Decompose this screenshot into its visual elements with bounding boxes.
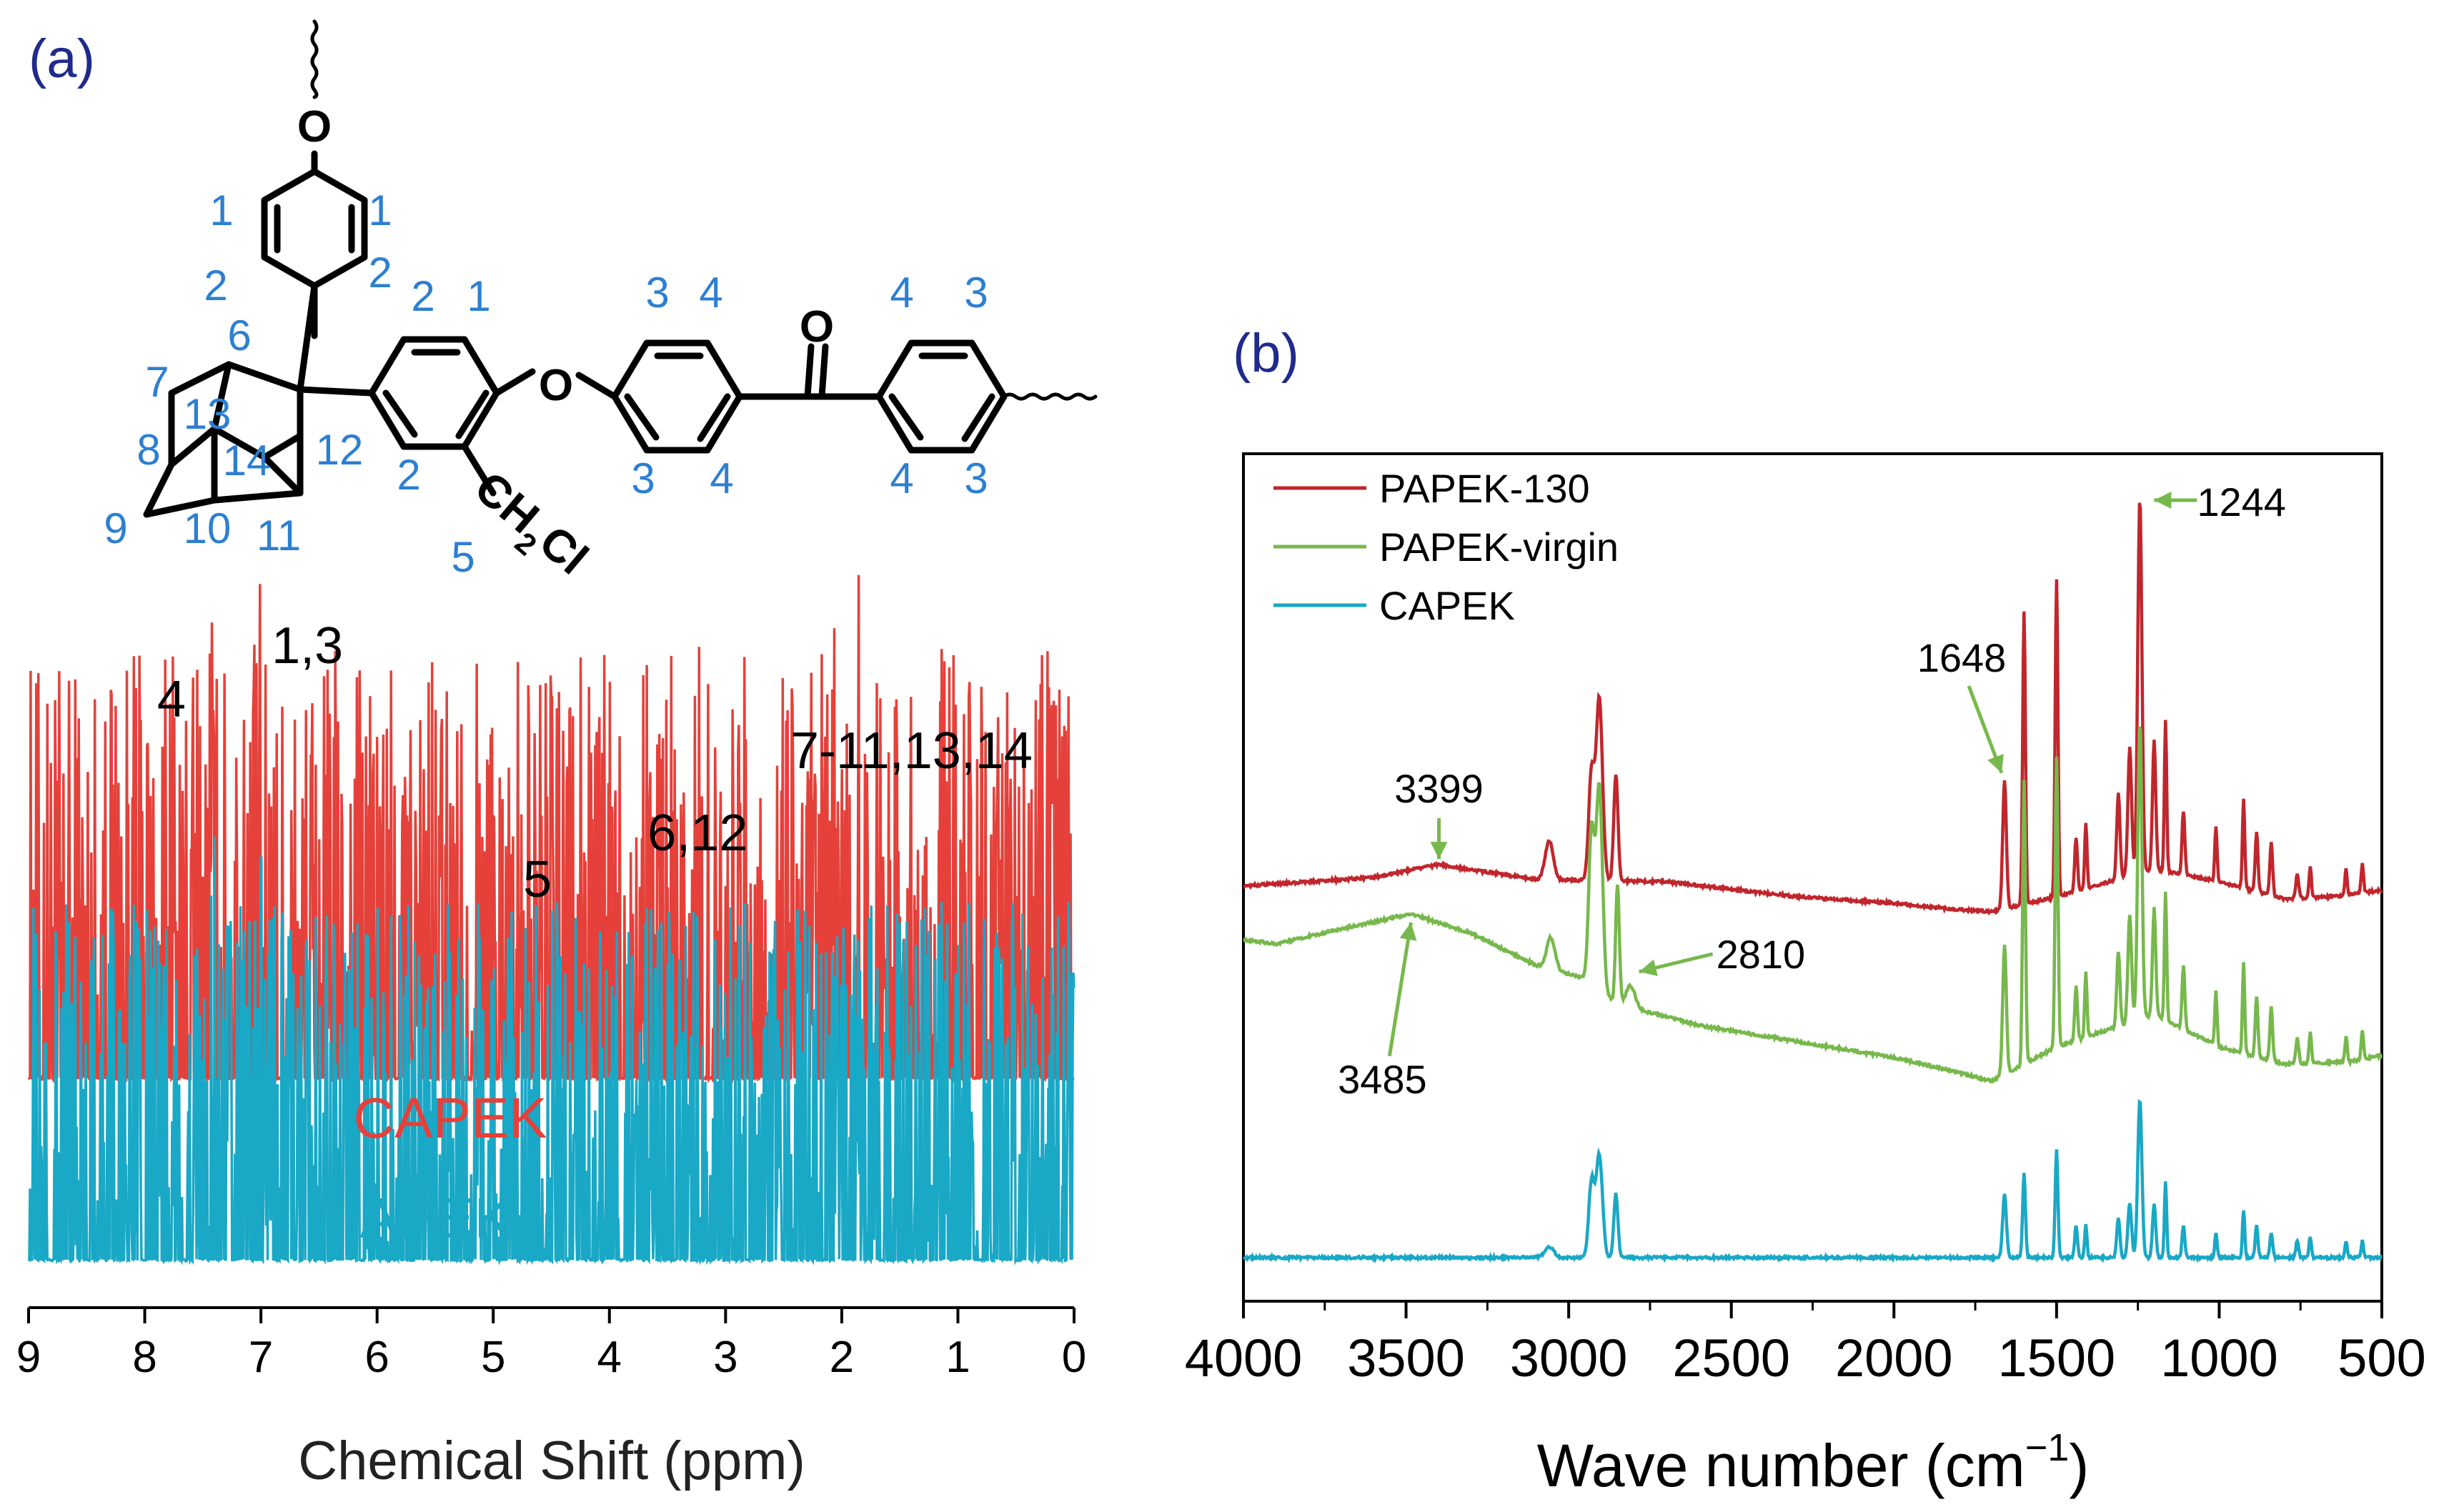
position-label: 11 xyxy=(257,512,301,559)
nmr-x-tick-label: 5 xyxy=(481,1333,505,1382)
ftir-x-tick-label: 3000 xyxy=(1510,1328,1628,1388)
position-label: 10 xyxy=(184,504,232,552)
position-label: 4 xyxy=(710,454,733,502)
panel-a-label: (a) xyxy=(29,29,95,89)
nmr-x-tick-label: 4 xyxy=(597,1333,622,1382)
structure-position-labels: 1 1 2 2 2 1 3 4 4 3 3 4 4 3 2 5 6 7 8 13… xyxy=(104,186,988,581)
ftir-chart: 4000 3500 3000 2500 2000 1500 1000 500 3399 1648… xyxy=(1185,452,2426,1499)
position-label: 12 xyxy=(316,426,364,474)
nmr-x-tick-label: 8 xyxy=(132,1333,157,1382)
ftir-peak-annotation: 1648 xyxy=(1917,635,2007,680)
position-label: 5 xyxy=(451,533,475,581)
nmr-peak-annotation: 7-11,13,14 xyxy=(790,722,1033,780)
nmr-series-label-apek: APEK xyxy=(359,1186,512,1250)
ftir-legend-label: PAPEK-130 xyxy=(1379,466,1590,511)
position-label: 13 xyxy=(184,390,232,438)
ftir-plot-frame xyxy=(1242,452,2383,1303)
position-label: 2 xyxy=(368,249,392,297)
ftir-x-tick-label: 1500 xyxy=(1998,1328,2116,1388)
nmr-x-tick-label: 3 xyxy=(713,1333,737,1382)
oxygen-bridge-label: O xyxy=(539,361,573,410)
nmr-series-apek xyxy=(27,836,1076,1266)
nmr-x-tick-label: 0 xyxy=(1062,1333,1086,1382)
ftir-series-papek-130 xyxy=(1243,502,2383,916)
nmr-series xyxy=(27,575,1076,1266)
position-label: 3 xyxy=(631,454,655,502)
ftir-annotation-arrow xyxy=(1387,922,1413,1057)
position-label: 4 xyxy=(699,269,722,317)
ftir-x-tick-label: 3500 xyxy=(1347,1328,1465,1388)
position-label: 3 xyxy=(964,454,988,502)
ftir-annotation-arrowhead xyxy=(2154,492,2172,509)
ftir-ticks: 4000 3500 3000 2500 2000 1500 1000 500 xyxy=(1185,1301,2426,1388)
carbonyl-oxygen-label: O xyxy=(800,302,834,352)
ch2cl-part-3: Cl xyxy=(530,515,597,584)
position-label: 9 xyxy=(104,504,127,552)
ftir-x-tick-label: 1000 xyxy=(2160,1328,2278,1388)
structure-atom-labels: O O O CH 2 Cl xyxy=(297,102,834,585)
ch2cl-label: CH 2 Cl xyxy=(465,462,598,585)
ftir-x-axis-title: Wave number (cm−1) xyxy=(1537,1426,2090,1499)
position-label: 6 xyxy=(227,312,251,359)
position-label: 7 xyxy=(145,358,169,406)
position-label: 3 xyxy=(645,269,669,317)
nmr-x-tick-label: 9 xyxy=(16,1333,41,1382)
position-label: 3 xyxy=(964,269,988,317)
ftir-annotation-arrowhead xyxy=(1987,754,2004,773)
ftir-peak-annotation: 2810 xyxy=(1717,932,1806,977)
nmr-chart: 9 8 7 6 5 4 3 2 1 0 4 1,3 5 6,12 7-11,13,14 Chemical … xyxy=(16,575,1086,1491)
nmr-peak-annotation: 5 xyxy=(523,851,552,908)
nmr-series-label-capek: CAPEK xyxy=(353,1086,547,1150)
ftir-x-tick-label: 500 xyxy=(2338,1328,2425,1388)
nmr-x-tick-label: 7 xyxy=(249,1333,273,1382)
position-label: 4 xyxy=(890,269,913,317)
ftir-xlabel-close: ) xyxy=(2069,1432,2089,1499)
panel-b-label: (b) xyxy=(1233,323,1299,384)
nmr-peak-annotation: 4 xyxy=(157,671,186,728)
chemical-structure xyxy=(143,19,1098,518)
ftir-annotation-arrowhead xyxy=(1430,842,1448,860)
ftir-x-tick-label: 2500 xyxy=(1672,1328,1790,1388)
nmr-ticks: 9 8 7 6 5 4 3 2 1 0 xyxy=(16,1308,1086,1382)
ftir-series xyxy=(1243,502,2383,1264)
position-label: 2 xyxy=(411,272,434,320)
position-label: 8 xyxy=(136,426,160,474)
position-label: 1 xyxy=(209,186,233,234)
ftir-legend-label: PAPEK-virgin xyxy=(1379,524,1619,570)
oxygen-top-label: O xyxy=(297,102,332,151)
position-label: 14 xyxy=(223,437,271,484)
nmr-x-tick-label: 6 xyxy=(364,1333,389,1382)
ftir-series-capek xyxy=(1243,1098,2383,1264)
position-label: 1 xyxy=(368,186,392,234)
nmr-x-tick-label: 2 xyxy=(830,1333,854,1382)
position-label: 1 xyxy=(467,272,490,320)
ftir-peak-annotation: 3399 xyxy=(1394,766,1484,811)
ftir-peak-annotation: 1244 xyxy=(2197,479,2286,524)
position-label: 4 xyxy=(890,454,913,502)
ftir-legend: PAPEK-130 PAPEK-virgin CAPEK xyxy=(1273,466,1619,628)
ftir-annotation-arrowhead xyxy=(1639,959,1658,977)
nmr-peak-annotation: 6,12 xyxy=(647,805,747,862)
nmr-annotations: 4 1,3 5 6,12 7-11,13,14 xyxy=(157,617,1033,908)
ftir-series-papek-virgin xyxy=(1243,726,2383,1084)
position-label: 2 xyxy=(397,451,420,499)
nmr-x-axis-title: Chemical Shift (ppm) xyxy=(298,1431,805,1491)
ftir-xlabel-sup: −1 xyxy=(2025,1426,2070,1469)
ftir-annotation-arrowhead xyxy=(1399,922,1417,941)
position-label: 2 xyxy=(204,262,227,309)
ftir-x-tick-label: 4000 xyxy=(1185,1328,1303,1388)
nmr-series-capek xyxy=(27,575,1075,1084)
ftir-x-tick-label: 2000 xyxy=(1835,1328,1953,1388)
ftir-annotations: 3399 1648 1244 3485 2810 xyxy=(1338,479,2286,1102)
nmr-x-tick-label: 1 xyxy=(945,1333,970,1382)
ftir-peak-annotation: 3485 xyxy=(1338,1057,1427,1102)
ftir-legend-label: CAPEK xyxy=(1379,583,1515,628)
ftir-xlabel-main: Wave number (cm xyxy=(1537,1432,2025,1499)
nmr-peak-annotation: 1,3 xyxy=(272,617,343,675)
